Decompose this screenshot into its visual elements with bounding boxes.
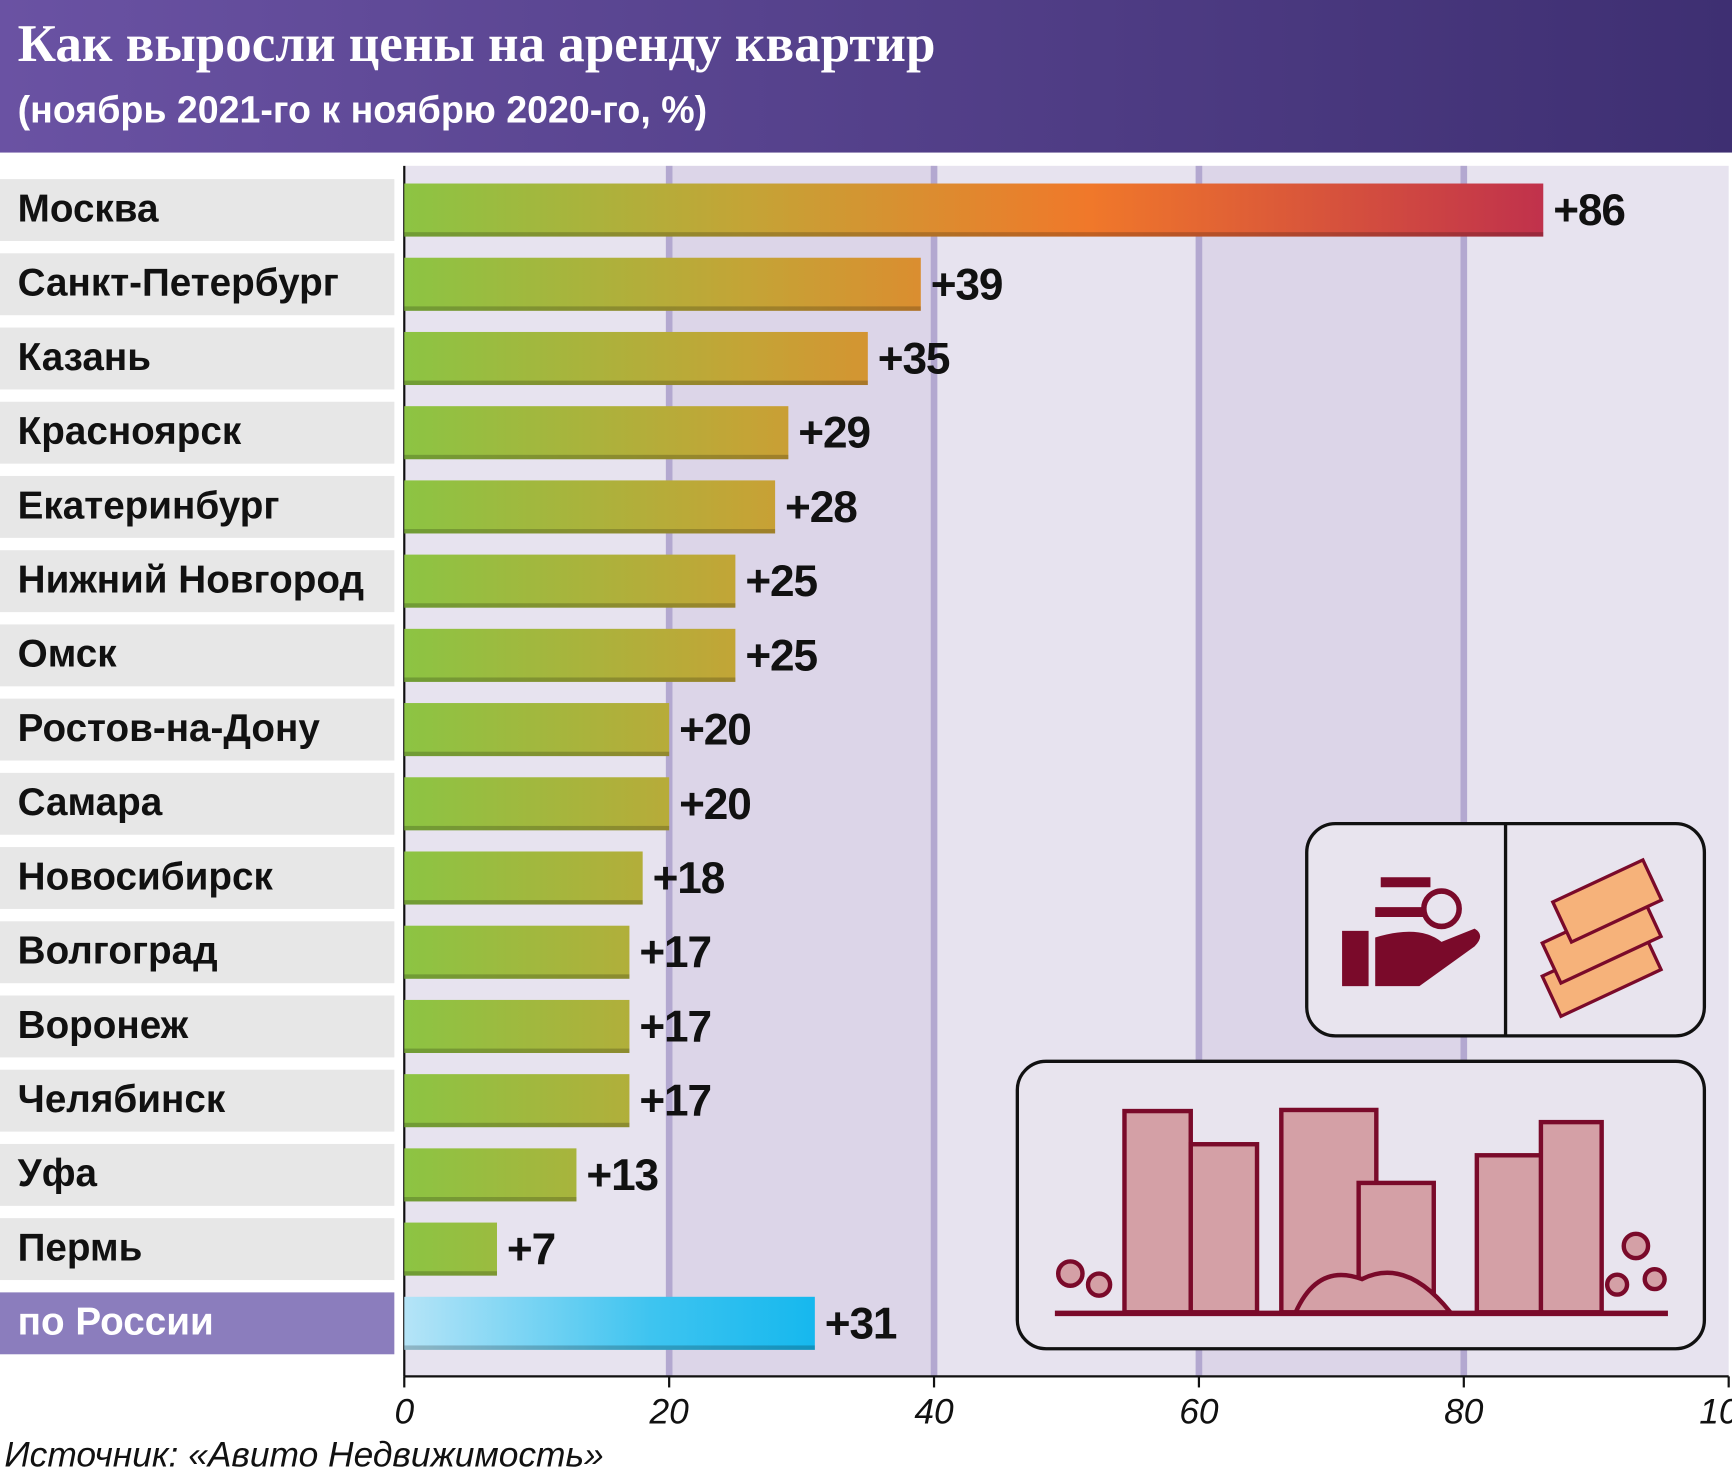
value-label: +20 [679,706,751,755]
icons [1015,821,1707,1351]
category-label: Омск [18,633,118,676]
label-box [0,772,395,835]
buildings [1055,1107,1667,1315]
bar [404,628,736,682]
value-label: +29 [798,409,870,458]
bar [404,331,868,386]
bar-shadow [404,900,643,905]
value-label: +31 [825,1299,897,1348]
bar-shadow [404,232,1544,237]
value-label: +25 [745,557,817,606]
label-box [0,847,395,909]
category-label: Москва [18,187,159,230]
label-box [0,550,395,613]
header [0,0,1732,153]
money-icon [1540,857,1664,1019]
value-label: +20 [679,780,751,829]
bar-shadow [404,751,670,757]
bar-shadow [404,974,630,979]
category-label: Уфа [18,1152,98,1195]
category-label: Ростов-на-Дону [18,707,321,750]
title: Как выросли цены на аренду квартир [18,15,936,73]
category-label: Пермь [18,1226,143,1269]
bar [404,183,1544,237]
value-label: +13 [586,1151,658,1200]
bar-shadow [404,529,776,534]
bar-shadow [404,380,868,386]
label-box [0,1069,395,1132]
bar-shadow [404,1345,815,1350]
bar-shadow [404,1271,497,1276]
x-tick-label: 0 [394,1392,414,1431]
bar [404,851,643,905]
label-box [0,179,395,242]
bar-shadow [404,1122,630,1128]
label-box [0,921,395,984]
x-tick-label: 20 [648,1392,689,1431]
hand-icon [1375,928,1481,987]
category-label: Екатеринбург [18,484,280,527]
value-label: +35 [878,334,950,383]
category-label: Красноярск [18,410,242,453]
bar-shadow [404,825,670,831]
label-box [0,401,395,464]
value-label: +86 [1553,186,1625,235]
x-tick-label: 100 [1699,1392,1732,1431]
bar-shadow [404,603,736,608]
category-label: по России [18,1301,214,1344]
category-label: Нижний Новгород [18,558,364,601]
label-box [0,1218,395,1281]
label-box [0,624,395,687]
bar [404,1074,630,1128]
plot: 0 20 40 60 80 100 Москва +86 Санкт-Петербург +39 К… [0,165,1732,1431]
source: Источник: «Авито Недвижимость» [4,1435,603,1474]
bar [404,777,670,831]
value-label: +17 [639,1077,711,1126]
x-tick-label: 60 [1179,1392,1219,1431]
value-label: +17 [639,928,711,977]
category-label: Волгоград [18,930,218,973]
category-label: Воронеж [18,1004,189,1047]
category-label: Челябинск [18,1078,226,1121]
category-label: Самара [18,781,163,824]
value-label: +17 [639,1002,711,1051]
label-box [0,1143,395,1206]
hand-icon [1342,930,1369,987]
category-label: Новосибирск [18,855,274,898]
bar-shadow [404,306,921,311]
bar-shadow [404,677,736,682]
value-label: +7 [507,1225,555,1274]
bar [404,1296,815,1350]
bar [404,554,736,608]
bar-shadow [404,1197,577,1202]
bar-shadow [404,454,789,460]
label-box [0,253,395,316]
bar [404,257,921,311]
bar [404,999,630,1053]
label-box [0,327,395,390]
bar-shadow [404,1048,630,1053]
value-label: +18 [653,854,725,903]
x-tick-label: 80 [1444,1392,1484,1431]
bar [404,1222,497,1276]
value-label: +25 [745,631,817,680]
bar [404,406,789,460]
bar [404,925,630,979]
category-label: Санкт-Петербург [18,262,339,305]
category-label: Казань [18,336,151,379]
label-box [0,698,395,761]
bar [404,480,776,534]
bar [404,703,670,757]
keys-icon [1375,877,1431,918]
subtitle: (ноябрь 2021-го к ноябрю 2020-го, %) [18,89,707,131]
label-box [0,1292,395,1355]
label-box [0,475,395,538]
bar [404,1148,577,1202]
label-box [0,995,395,1058]
value-label: +39 [931,260,1003,309]
value-label: +28 [785,483,857,532]
x-tick-label: 40 [914,1392,954,1431]
